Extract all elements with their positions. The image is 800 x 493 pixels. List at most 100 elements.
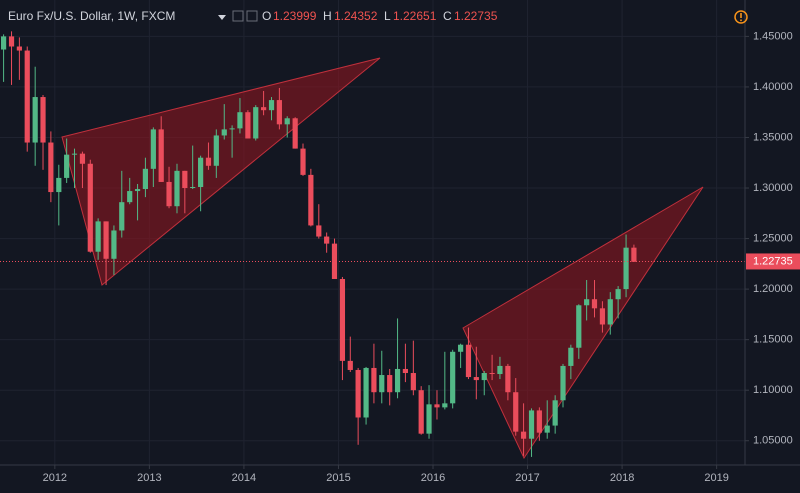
candle-body (0, 36, 7, 50)
candle-body (308, 174, 314, 226)
x-tick-label: 2015 (326, 472, 350, 484)
candle-body (505, 365, 511, 393)
candle-body (481, 373, 487, 381)
candle-body (355, 369, 361, 418)
candle-body (119, 202, 125, 231)
y-tick-label: 1.45000 (753, 30, 793, 42)
x-tick-label: 2019 (704, 472, 728, 484)
candle-body (584, 299, 590, 306)
candle-body (87, 163, 93, 252)
candle-body (229, 128, 235, 130)
x-tick-label: 2012 (43, 472, 67, 484)
candle-body (158, 129, 164, 182)
candle-body (166, 181, 172, 207)
y-tick-label: 1.40000 (753, 81, 793, 93)
x-tick-label: 2014 (232, 472, 256, 484)
high-label: H (323, 9, 332, 23)
candle-body (324, 236, 330, 244)
candle-body (134, 189, 141, 192)
close-value: 1.22735 (454, 9, 498, 23)
candle-body (489, 373, 495, 375)
candle-body (48, 142, 54, 193)
low-label: L (384, 9, 391, 23)
candle-body (221, 129, 227, 136)
toggle-icon[interactable] (232, 10, 244, 22)
candles (0, 31, 745, 457)
candle-body (371, 367, 377, 393)
axes: 1.05000 1.10000 1.15000 1.20000 1.25000 1.300… (43, 30, 800, 484)
y-tick-label: 1.10000 (753, 384, 793, 396)
candle-body (607, 299, 613, 325)
candle-body (631, 247, 637, 262)
alert-icon[interactable] (734, 10, 748, 24)
candle-body (95, 221, 101, 252)
candle-body (40, 97, 46, 143)
candle-body (339, 279, 346, 361)
candle-body (623, 247, 629, 290)
x-tick-label: 2018 (610, 472, 634, 484)
y-tick-label: 1.35000 (753, 131, 793, 143)
candle-body (32, 97, 38, 143)
candle-body (347, 360, 353, 370)
candle-body (434, 404, 440, 408)
candle-body (300, 148, 306, 175)
candle-body (150, 129, 156, 169)
x-tick-label: 2016 (421, 472, 445, 484)
candle-body (520, 431, 527, 439)
candle-body (56, 177, 62, 193)
candle-body (513, 392, 519, 432)
candle-body (245, 112, 251, 139)
candle-body (16, 46, 22, 51)
candle-body (402, 368, 409, 374)
candle-body (418, 390, 424, 434)
x-tick-label: 2013 (137, 472, 161, 484)
candle-body (198, 157, 204, 188)
candle-body (316, 225, 322, 237)
candle-body (568, 347, 574, 366)
candle-body (615, 289, 621, 300)
close-label: C (443, 9, 452, 23)
rising-wedge-drawing (462, 186, 704, 460)
candle-body (528, 410, 535, 439)
toggle-icon[interactable] (246, 10, 258, 22)
candle-body (182, 170, 188, 189)
candle-body (536, 410, 542, 433)
candle-body (103, 221, 109, 259)
candle-body (394, 368, 401, 393)
candle-body (458, 344, 464, 352)
candle-body (591, 299, 598, 309)
candle-body (450, 351, 456, 404)
candle-body (387, 375, 393, 393)
last-price-label: 1.22735 (753, 255, 793, 267)
rising-wedge-drawing (61, 57, 381, 286)
y-tick-label: 1.15000 (753, 334, 793, 346)
candle-body (260, 107, 267, 111)
candle-body (64, 154, 70, 178)
candle-body (292, 118, 298, 149)
candle-body (426, 404, 432, 434)
candle-body (284, 118, 290, 125)
candle-body (8, 36, 15, 47)
low-value: 1.22651 (393, 9, 437, 23)
interval-dropdown[interactable] (218, 15, 226, 20)
candle-body (213, 135, 219, 166)
candle-body (410, 373, 416, 391)
symbol-title: Euro Fx/U.S. Dollar, 1W, FXCM (8, 9, 175, 23)
candle-body (24, 50, 30, 143)
candle-body (268, 100, 275, 111)
y-tick-label: 1.05000 (753, 435, 793, 447)
candle-body (544, 425, 550, 433)
candle-body (190, 187, 196, 189)
y-tick-label: 1.25000 (753, 232, 793, 244)
candle-body (379, 375, 385, 393)
candle-body (111, 230, 117, 259)
open-label: O (262, 9, 271, 23)
candle-body (174, 170, 180, 207)
candle-body (237, 112, 243, 129)
candle-body (79, 153, 86, 164)
candle-body (576, 305, 582, 348)
open-value: 1.23999 (273, 9, 317, 23)
alert-icon-mark (740, 13, 742, 18)
high-value: 1.24352 (334, 9, 378, 23)
